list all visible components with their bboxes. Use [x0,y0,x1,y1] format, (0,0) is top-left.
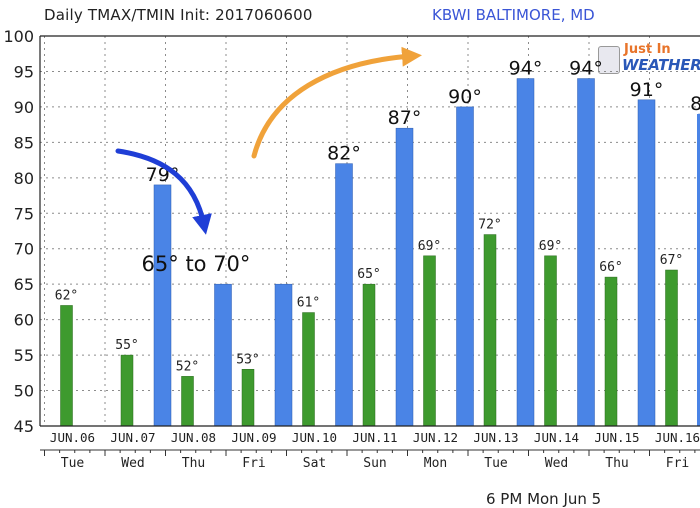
day-label: Wed [545,456,568,471]
day-label: Tue [61,456,85,471]
tmin-bar [424,256,436,426]
tmax-label: 94° [569,58,603,80]
y-tick-label: 70 [14,240,34,259]
x-tick-label: JUN.16 [655,430,700,445]
tmin-bar [121,355,133,426]
tmin-bar [182,376,194,426]
y-tick-label: 45 [14,417,34,436]
tmin-bar [484,235,496,426]
y-tick-label: 60 [14,311,34,330]
y-tick-label: 75 [14,204,34,223]
tmin-bar [303,313,315,426]
tmin-label: 62° [55,288,78,303]
tmax-bar [517,79,534,426]
x-tick-label: JUN.12 [413,430,458,445]
tmax-bar [215,284,232,426]
tmax-label: 87° [388,107,422,129]
tmax-bar [396,128,413,426]
tmin-label: 67° [660,253,683,268]
y-tick-label: 85 [14,133,34,152]
tmax-bar [578,79,595,426]
x-tick-label: JUN.11 [352,430,397,445]
day-label: Fri [666,456,689,471]
tmax-bar [457,107,474,426]
tmin-label: 72° [478,218,501,233]
tmin-bar [666,270,678,426]
x-tick-label: JUN.08 [171,430,216,445]
tmin-bar [605,277,617,426]
tmin-bar [61,305,73,426]
day-label: Thu [605,456,628,471]
x-tick-label: JUN.07 [110,430,155,445]
tmin-bar [363,284,375,426]
day-label: Thu [182,456,205,471]
x-tick-label: JUN.15 [594,430,639,445]
tmax-bar [154,185,171,426]
day-label: Tue [484,456,508,471]
tmin-label: 65° [357,267,380,282]
tmin-label: 55° [115,338,138,353]
y-tick-label: 90 [14,98,34,117]
x-tick-label: JUN.06 [50,430,95,445]
tmax-label: 90° [448,86,482,108]
tmax-label: 91° [630,79,664,101]
y-tick-label: 65 [14,275,34,294]
y-tick-label: 50 [14,382,34,401]
tmin-label: 53° [236,352,259,367]
day-label: Fri [242,456,265,471]
x-tick-label: JUN.13 [473,430,518,445]
tmin-label: 52° [176,359,199,374]
tmin-bar [545,256,557,426]
tmin-label: 66° [599,260,622,275]
day-label: Mon [424,456,447,471]
annotation-text: 65° to 70° [142,252,251,276]
tmax-bar [336,164,353,426]
y-tick-label: 55 [14,346,34,365]
tmin-bar [242,369,254,426]
y-tick-label: 95 [14,62,34,81]
x-tick-label: JUN.10 [292,430,337,445]
y-tick-label: 100 [3,27,34,46]
day-label: Wed [121,456,144,471]
tmin-label: 61° [297,296,320,311]
tmax-label: 94° [509,58,543,80]
tmin-label: 69° [418,239,441,254]
x-tick-label: JUN.09 [231,430,276,445]
day-label: Sat [303,456,326,471]
tmin-label: 69° [539,239,562,254]
x-tick-label: JUN.14 [534,430,579,445]
tmax-label: 89° [690,93,700,115]
day-label: Sun [363,456,386,471]
y-tick-label: 80 [14,169,34,188]
tmax-bar [638,100,655,426]
tmax-label: 82° [327,143,361,165]
footer-timestamp: 6 PM Mon Jun 5 [486,490,601,508]
tmax-bar [275,284,292,426]
